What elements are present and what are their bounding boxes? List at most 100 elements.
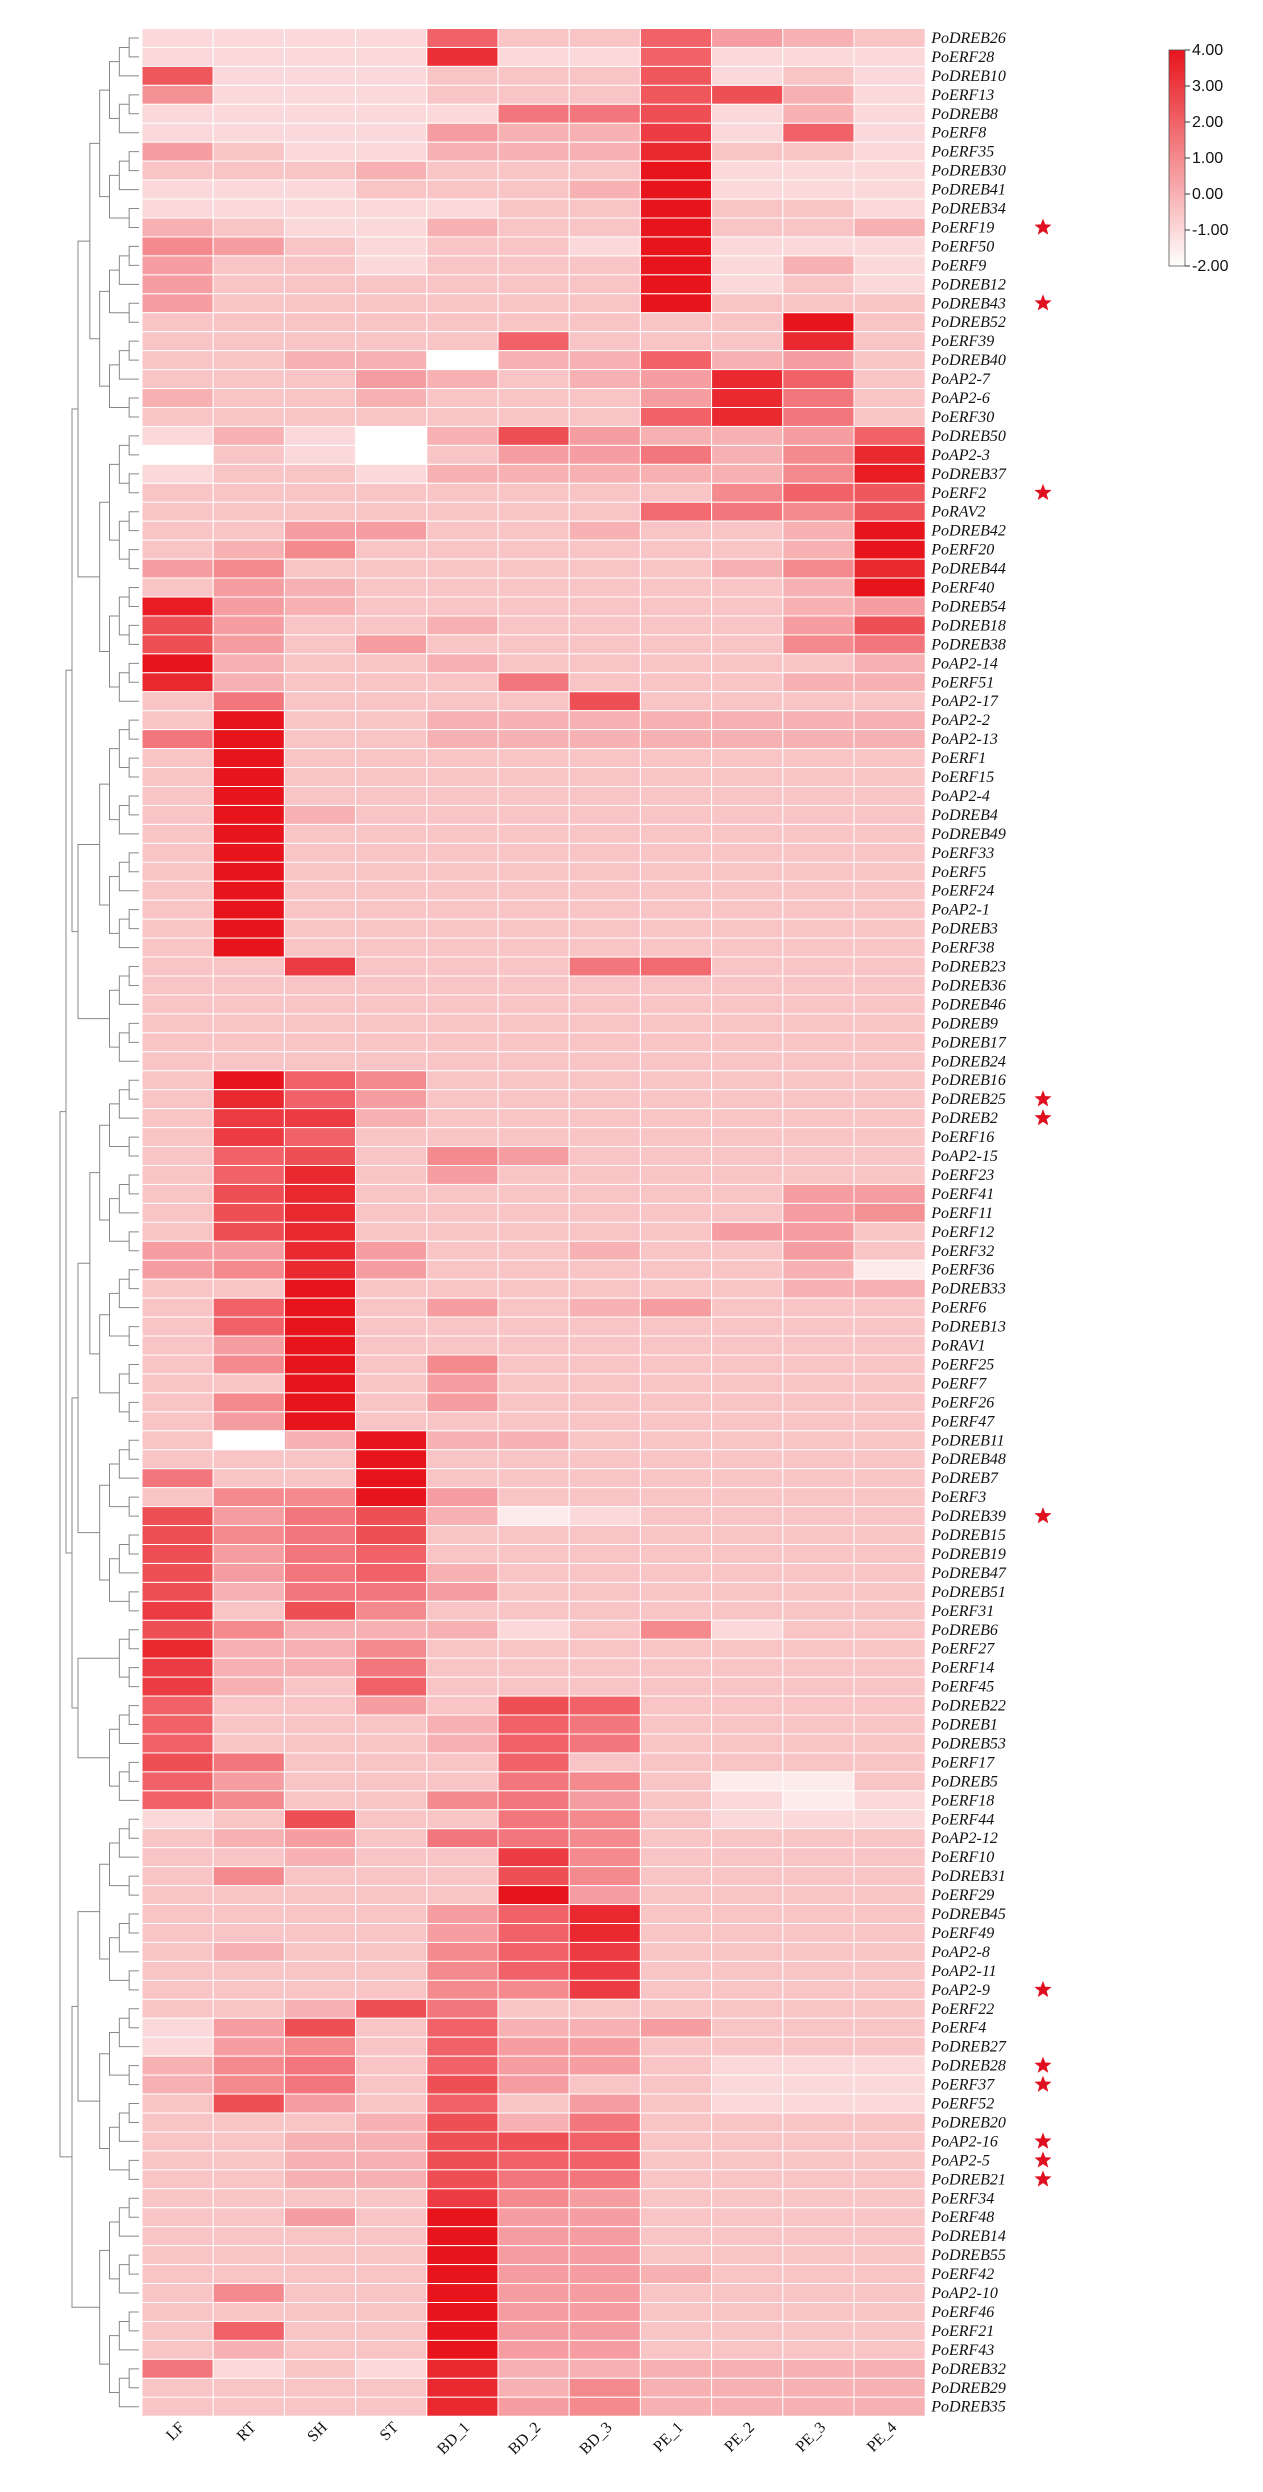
heatmap-cell <box>568 312 641 333</box>
heatmap-cell <box>639 1828 713 1849</box>
heatmap-cell <box>141 1562 214 1583</box>
heatmap-cell <box>426 1941 499 1962</box>
heatmap-cell <box>283 2396 357 2417</box>
dendrogram-branch <box>118 1373 130 1413</box>
heatmap-cell <box>568 748 641 769</box>
heatmap-cell <box>568 1146 641 1167</box>
heatmap-cell <box>853 1278 926 1299</box>
heatmap-cell <box>426 1904 499 1925</box>
heatmap-cell <box>711 103 784 124</box>
heatmap-cell <box>711 710 784 731</box>
heatmap-cell <box>497 729 570 750</box>
colorbar-tick-label: 3.00 <box>1192 78 1223 95</box>
heatmap-cell <box>355 179 428 200</box>
row-label: PoDREB22 <box>930 1698 1006 1715</box>
heatmap-cell <box>639 1809 713 1830</box>
heatmap-cell <box>141 236 214 257</box>
heatmap-cell <box>568 2320 641 2341</box>
heatmap-cell <box>711 1108 784 1129</box>
heatmap-cell <box>355 1449 428 1470</box>
heatmap-cell <box>782 501 855 522</box>
heatmap-cell <box>426 1562 499 1583</box>
heatmap-cell <box>212 1089 285 1110</box>
heatmap-cell <box>711 255 784 276</box>
heatmap-cell <box>639 634 713 655</box>
row-label: PoERF9 <box>930 257 986 274</box>
heatmap-cell <box>782 369 855 390</box>
heatmap-cell <box>426 274 499 295</box>
heatmap-cell <box>355 956 428 977</box>
heatmap-cell <box>497 255 570 276</box>
heatmap-cell <box>355 331 428 352</box>
heatmap-cell <box>782 179 855 200</box>
heatmap-cell <box>711 2112 784 2133</box>
heatmap-cell <box>639 160 713 181</box>
heatmap-cell <box>711 274 784 295</box>
heatmap-cell <box>568 350 641 371</box>
heatmap-cell <box>212 1335 285 1356</box>
heatmap-cell <box>711 1828 784 1849</box>
heatmap-cell <box>853 2017 926 2038</box>
dendrogram-branch <box>109 876 120 934</box>
heatmap-cell <box>497 1562 570 1583</box>
heatmap-cell <box>853 388 926 408</box>
heatmap-cell <box>212 2264 285 2285</box>
heatmap-cell <box>426 1960 499 1981</box>
heatmap-cell <box>497 141 570 162</box>
heatmap-cell <box>711 1809 784 1830</box>
heatmap-cell <box>283 1638 357 1659</box>
heatmap-cell <box>497 1733 570 1754</box>
heatmap-cell <box>283 103 357 124</box>
heatmap-cell <box>426 1714 499 1735</box>
heatmap-cell <box>711 444 784 465</box>
heatmap-cell <box>639 1259 713 1280</box>
dendrogram-branch <box>128 1326 139 1347</box>
heatmap-cell <box>639 1240 713 1261</box>
row-label: PoERF6 <box>930 1300 986 1317</box>
dendrogram-branch <box>128 435 139 456</box>
heatmap-cell <box>568 198 641 219</box>
heatmap-cell <box>212 160 285 181</box>
dendrogram-branch <box>128 909 139 930</box>
heatmap-cell <box>355 2283 428 2304</box>
heatmap-cell <box>355 350 428 371</box>
dendrogram-branch <box>128 1401 139 1422</box>
dendrogram-branch <box>128 2159 139 2180</box>
heatmap-cell <box>711 388 784 408</box>
heatmap-cell <box>497 2377 570 2398</box>
heatmap-cell <box>711 539 784 560</box>
heatmap-cell <box>639 956 713 977</box>
dendrogram-branch <box>128 1439 139 1460</box>
heatmap-cell <box>426 1070 499 1091</box>
dendrogram-branch <box>118 444 130 484</box>
dendrogram-branch <box>128 1231 139 1252</box>
heatmap-cell <box>212 350 285 371</box>
heatmap-cell <box>782 293 855 314</box>
star-markers <box>1034 218 1052 2187</box>
heatmap-cell <box>426 444 499 465</box>
heatmap-cell <box>426 1847 499 1868</box>
heatmap-cell <box>782 1733 855 1754</box>
heatmap-cell <box>283 2377 357 2398</box>
row-label: PoAP2-9 <box>930 1982 990 1999</box>
heatmap-cell <box>782 1676 855 1697</box>
heatmap-cell <box>568 767 641 787</box>
heatmap-cell <box>141 1941 214 1962</box>
heatmap-cell <box>853 2283 926 2304</box>
heatmap-cell <box>355 1108 428 1129</box>
heatmap-cell <box>639 1373 713 1394</box>
heatmap-cell <box>355 369 428 390</box>
heatmap-cell <box>711 804 784 825</box>
heatmap-cell <box>568 1695 641 1716</box>
heatmap-cell <box>568 2207 641 2228</box>
heatmap-cell <box>283 2036 357 2057</box>
heatmap-cell <box>853 2339 926 2360</box>
heatmap-cell <box>711 691 784 712</box>
heatmap-cell <box>355 634 428 655</box>
heatmap-cell <box>283 2226 357 2247</box>
heatmap-cell <box>639 1960 713 1981</box>
row-label: PoERF25 <box>930 1357 994 1374</box>
heatmap-cell <box>212 956 285 977</box>
heatmap-cell <box>639 236 713 257</box>
heatmap-cell <box>355 2188 428 2209</box>
